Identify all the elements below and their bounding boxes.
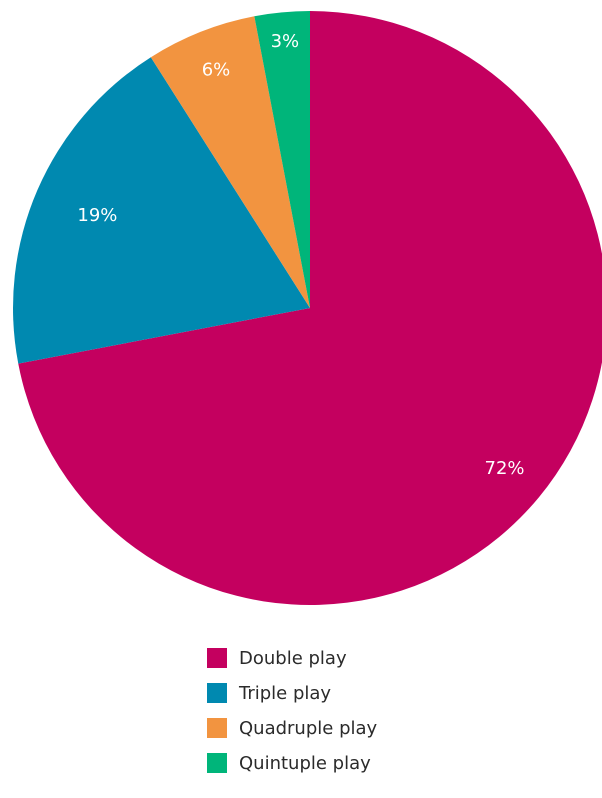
slice-value-label-quintuple-play: 3% <box>271 31 300 52</box>
legend-label-triple-play: Triple play <box>239 682 332 704</box>
legend: Double play Triple play Quadruple play Quin… <box>207 643 377 778</box>
legend-item-quintuple-play: Quintuple play <box>207 748 377 778</box>
legend-label-quintuple-play: Quintuple play <box>239 752 371 774</box>
legend-label-quadruple-play: Quadruple play <box>239 717 378 739</box>
slice-value-label-triple-play: 19% <box>77 205 117 226</box>
legend-swatch-quadruple-play <box>207 718 227 738</box>
legend-label-double-play: Double play <box>239 647 347 669</box>
legend-swatch-double-play <box>207 648 227 668</box>
legend-swatch-quintuple-play <box>207 753 227 773</box>
slice-value-label-double-play: 72% <box>485 458 525 479</box>
pie-slice-double-play <box>18 11 602 605</box>
pie-chart: 72% 19% 6% 3% <box>12 11 602 605</box>
pie-slice-quadruple-play <box>150 16 310 309</box>
pie-slice-quintuple-play <box>254 11 310 308</box>
slice-value-label-quadruple-play: 6% <box>202 60 231 81</box>
legend-item-triple-play: Triple play <box>207 678 377 708</box>
legend-swatch-triple-play <box>207 683 227 703</box>
legend-item-double-play: Double play <box>207 643 377 673</box>
pie-slice-triple-play <box>12 57 310 364</box>
legend-item-quadruple-play: Quadruple play <box>207 713 377 743</box>
